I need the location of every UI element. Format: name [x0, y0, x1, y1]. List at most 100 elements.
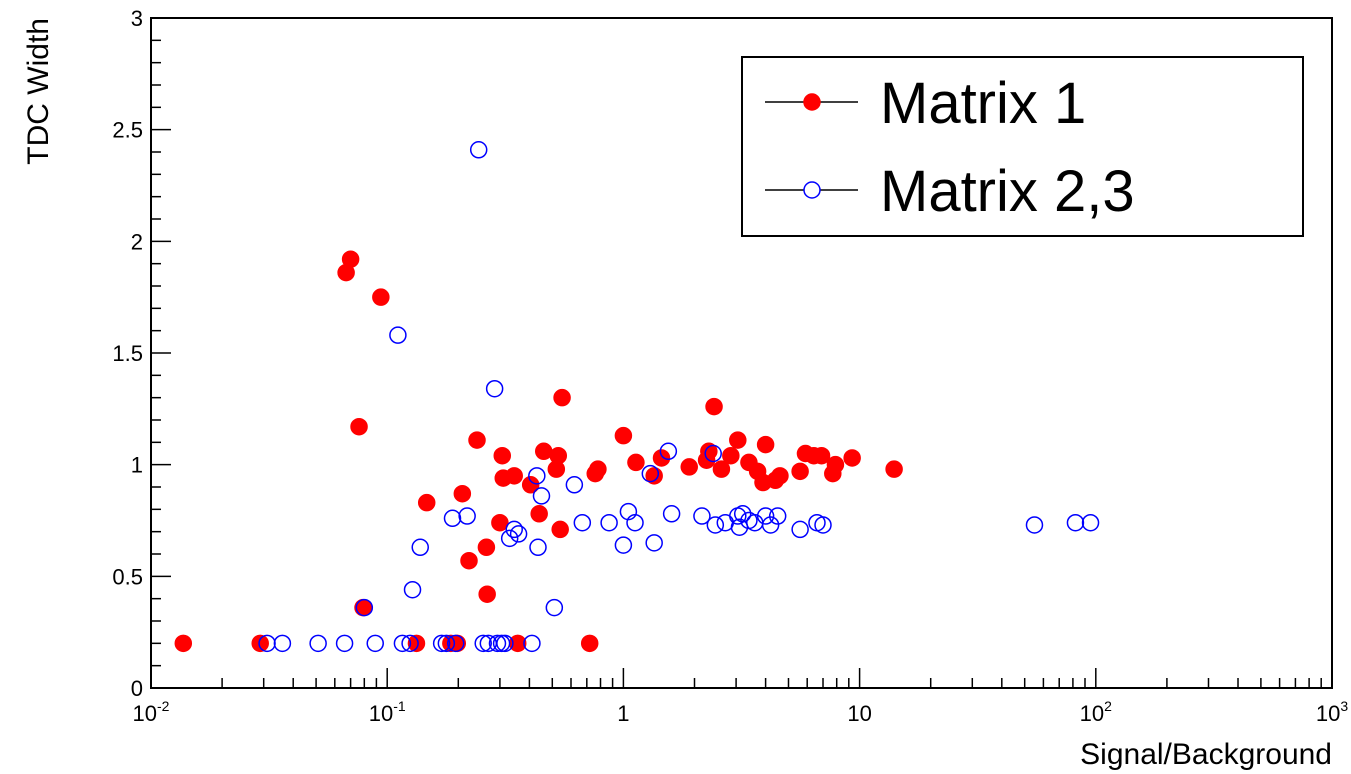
matrix-2-3-point: [573, 513, 592, 532]
matrix-2-3-point: [528, 467, 546, 485]
matrix-1-point: [791, 462, 809, 481]
matrix-1-point: [354, 598, 372, 617]
y-tick-label: 2.5: [112, 118, 143, 143]
matrix-2-3-point: [485, 379, 504, 398]
matrix-1-point: [652, 449, 671, 467]
matrix-1-point: [251, 634, 269, 653]
matrix-2-3-point: [733, 505, 752, 523]
matrix-1-point: [729, 431, 747, 449]
y-tick-label: 1.5: [112, 341, 143, 366]
matrix-2-3-point: [496, 634, 514, 653]
legend-marker-matrix-2-3: [803, 181, 821, 199]
axis-tick-labels: 10-2 10-1 1 10 102 103 0 0.5 1 1.5 2 2.5 3: [112, 6, 1348, 726]
matrix-1-point: [460, 551, 478, 570]
matrix-1-point: [614, 426, 633, 445]
matrix-2-3-point: [389, 326, 407, 344]
matrix-1-point: [580, 634, 599, 653]
matrix-1-point: [341, 250, 360, 268]
matrix-2-3-point: [488, 634, 507, 653]
x-tick-label: 103: [1316, 698, 1348, 726]
matrix-1-point: [174, 634, 193, 653]
matrix-1-point: [407, 634, 426, 653]
x-tick-label: 1: [617, 701, 629, 726]
x-tick-label: 102: [1080, 698, 1112, 726]
matrix-2-3-point: [411, 538, 429, 557]
matrix-2-3-point: [393, 634, 412, 653]
matrix-1-point: [521, 476, 540, 494]
matrix-2-3-point: [641, 464, 660, 483]
matrix-2-3-point: [401, 634, 419, 653]
matrix-2-3-point: [1025, 516, 1044, 534]
matrix-2-3-point: [756, 507, 775, 525]
matrix-2-3-point: [505, 520, 523, 539]
matrix-1-point: [812, 446, 831, 465]
matrix-2-3-point: [355, 598, 374, 617]
x-tick-label: 10: [847, 701, 871, 726]
matrix-2-3-point: [659, 442, 678, 461]
matrix-2-3-point: [1081, 513, 1100, 532]
x-tick-label: 10-1: [369, 698, 406, 726]
matrix-2-3-point: [500, 529, 519, 548]
y-tick-label: 0.5: [112, 564, 143, 589]
matrix-1-point: [350, 417, 368, 436]
matrix-1-point: [589, 460, 607, 478]
matrix-2-3-point: [662, 505, 681, 523]
x-axis-title: Signal/Background: [1080, 738, 1332, 771]
matrix-1-point: [826, 455, 845, 474]
y-axis-title: TDC Width: [22, 18, 55, 165]
matrix-2-3-point: [474, 634, 492, 653]
matrix-2-3-point: [446, 634, 465, 653]
matrix-2-3-point: [532, 487, 551, 505]
matrix-2-3-point: [626, 513, 644, 532]
matrix-1-point: [534, 442, 553, 461]
matrix-2-3-point: [529, 538, 547, 557]
matrix-2-3-point: [693, 507, 711, 525]
matrix-1-point: [885, 460, 903, 478]
matrix-1-point: [680, 458, 698, 476]
matrix-2-3-point: [545, 598, 564, 617]
matrix-1-point: [491, 513, 509, 532]
matrix-2-3-point: [458, 507, 476, 525]
legend-box: [741, 56, 1304, 237]
y-tick-label: 2: [131, 229, 143, 254]
matrix-1-point: [843, 449, 861, 467]
data-markers: [174, 141, 1100, 653]
matrix-2-3-point: [1066, 513, 1085, 532]
matrix-2-3-point: [437, 634, 456, 653]
matrix-2-3-point: [403, 580, 422, 599]
matrix-2-3-point: [366, 634, 384, 653]
matrix-2-3-point: [443, 509, 462, 528]
axis-ticks: [150, 17, 1333, 689]
matrix-2-3-point: [704, 444, 722, 463]
matrix-1-point: [722, 446, 740, 465]
y-tick-label: 3: [131, 6, 143, 31]
matrix-1-point: [493, 446, 512, 465]
matrix-2-3-point: [509, 525, 528, 543]
legend-label-matrix-1: Matrix 1: [880, 71, 1086, 136]
matrix-1-point: [771, 467, 789, 485]
matrix-1-point: [478, 585, 496, 603]
matrix-2-3-point: [469, 141, 488, 159]
matrix-2-3-point: [614, 536, 633, 554]
matrix-1-point: [417, 493, 436, 512]
matrix-2-3-point: [432, 634, 451, 653]
legend: Matrix 1 Matrix 2,3: [741, 56, 1304, 237]
matrix-1-point: [549, 446, 568, 465]
matrix-1-point: [468, 431, 486, 449]
matrix-2-3-point: [768, 507, 787, 525]
matrix-1-point: [705, 397, 723, 416]
matrix-1-point: [530, 505, 548, 523]
matrix-2-3-point: [565, 476, 584, 494]
matrix-2-3-point: [706, 516, 725, 534]
matrix-2-3-point: [645, 534, 663, 552]
matrix-2-3-point: [791, 520, 809, 539]
legend-marker-matrix-1: [803, 93, 821, 111]
matrix-1-point: [453, 484, 472, 503]
matrix-2-3-point: [814, 516, 832, 534]
matrix-2-3-point: [273, 634, 292, 653]
matrix-2-3-point: [309, 634, 327, 653]
y-tick-label: 0: [131, 676, 143, 701]
matrix-1-point: [712, 460, 731, 478]
matrix-2-3-point: [335, 634, 354, 653]
matrix-2-3-point: [600, 513, 618, 532]
